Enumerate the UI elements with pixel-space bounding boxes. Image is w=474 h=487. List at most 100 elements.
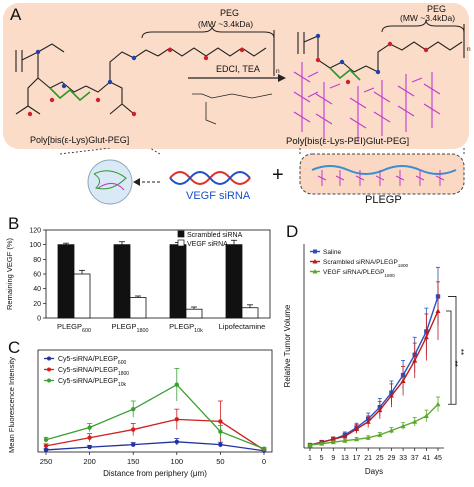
- left-peg-label: PEG: [220, 8, 240, 18]
- x-tick-label: 9: [331, 455, 335, 462]
- panel-b-letter: B: [8, 214, 20, 233]
- significance-bracket-outer: [448, 296, 457, 405]
- x-tick-label: PLEGP600: [57, 322, 91, 334]
- x-tick-label: 41: [422, 455, 430, 462]
- data-point: [87, 435, 92, 440]
- plegp-box: [299, 153, 465, 195]
- chart-b: 0 20 40 60 80 100 120 Remaining VEGF (%) PLEGP60…: [5, 228, 271, 334]
- chart-d: 1 5 9 13 17 21 25 29 33 37 41 45 Days Relative Tumor …: [283, 244, 465, 476]
- data-point: [400, 423, 406, 429]
- legend-marker: [312, 269, 318, 274]
- series-line: [309, 296, 439, 446]
- data-point: [43, 437, 49, 442]
- y-axis-label: Relative Tumor Volume: [283, 304, 292, 387]
- y-axis-label: Mean Fluorescence Intensity: [7, 357, 16, 453]
- x-tick-label: 33: [399, 455, 407, 462]
- bar: [241, 307, 259, 319]
- y-axis-label: Remaining VEGF (%): [5, 237, 14, 310]
- series-line: [45, 383, 265, 450]
- y-tick-label: 120: [29, 228, 41, 235]
- x-tick-label: 25: [376, 455, 384, 462]
- panel-a-letter: A: [10, 5, 22, 24]
- series-line: [309, 310, 439, 446]
- x-tick-label: 0: [262, 457, 266, 466]
- legend-marker: [313, 249, 317, 254]
- x-tick-label: 5: [320, 455, 324, 462]
- bar: [225, 244, 243, 319]
- plus-sign: +: [272, 164, 284, 186]
- panel-a: A PEG (MW ~3.4kDa) PEG (MW ~3.4kDa) EDCI…: [2, 2, 471, 152]
- legend-label: VEGF siRNA/PLEGP1800: [323, 269, 395, 278]
- legend-marker: [312, 259, 318, 264]
- right-polymer-green-linker: [329, 67, 361, 81]
- data-point: [87, 425, 92, 430]
- legend-swatch: [177, 239, 185, 247]
- data-point: [412, 357, 418, 363]
- legend-label: Cy5-siRNA/PLEGP10k: [58, 378, 127, 388]
- pei-reagent-sketch: [192, 93, 273, 125]
- data-point: [365, 419, 371, 424]
- data-point: [131, 406, 136, 412]
- legend-label: Scrambled siRNA/PLEGP1800: [323, 259, 409, 268]
- left-peg-brace: [141, 25, 275, 39]
- data-point: [131, 427, 136, 432]
- x-tick-label: 29: [388, 455, 396, 462]
- y-tick-label: 40: [33, 286, 41, 293]
- bar: [169, 244, 187, 319]
- x-axis-label: Distance from periphery (μm): [103, 469, 207, 478]
- right-peg-label: PEG: [427, 4, 447, 14]
- data-point: [218, 429, 223, 434]
- x-tick-label: 17: [353, 455, 361, 462]
- data-point: [174, 382, 179, 387]
- y-tick-label: 60: [33, 272, 41, 279]
- legend-label: Cy5-siRNA/PLEGP600: [58, 356, 127, 366]
- bar: [73, 273, 91, 319]
- y-tick-label: 20: [33, 301, 41, 308]
- data-point: [174, 439, 179, 444]
- x-tick-label: 37: [411, 455, 419, 462]
- nanoparticle-icon: [87, 159, 133, 205]
- data-point: [412, 419, 418, 424]
- sirna-label: VEGF siRNA: [186, 190, 251, 202]
- y-tick-label: 80: [33, 257, 41, 264]
- data-point: [377, 407, 383, 413]
- data-point: [342, 433, 348, 439]
- x-tick-label: Lipofectamine: [219, 322, 266, 331]
- data-point: [261, 446, 267, 451]
- legend-marker: [47, 378, 51, 383]
- left-peg-mw: (MW ~3.4kDa): [198, 19, 254, 29]
- x-tick-label: 250: [40, 457, 53, 466]
- significance-bracket-inner: [446, 310, 452, 405]
- significance-mark: **: [450, 361, 459, 367]
- legend-label: VEGF siRNA: [187, 241, 228, 248]
- left-polymer-name: Poly[bis(ε-Lys)Glut-PEG]: [30, 135, 130, 145]
- bar: [57, 244, 75, 319]
- legend-marker: [47, 367, 51, 372]
- plegp-label: PLEGP: [365, 194, 402, 206]
- data-point: [400, 378, 406, 383]
- left-polymer-green-linker: [49, 87, 91, 102]
- x-tick-label: 200: [83, 457, 96, 466]
- left-repeat-n: n: [276, 68, 280, 75]
- data-point: [330, 436, 336, 442]
- right-polymer-name: Poly[bis(ε-Lys-PEI)Glut-PEG]: [286, 136, 410, 147]
- assembly-row: VEGF siRNA + PLEGP: [0, 147, 474, 208]
- panel-c-letter: C: [8, 338, 21, 357]
- data-point: [423, 413, 429, 418]
- x-tick-label: 1: [308, 455, 312, 462]
- right-peg-brace: [381, 19, 465, 33]
- data-point: [435, 308, 441, 314]
- right-polymer-red-oxygens: [315, 41, 429, 85]
- data-point: [435, 401, 441, 407]
- panel-d-letter: D: [286, 222, 299, 241]
- data-point: [43, 443, 49, 449]
- data-point: [365, 435, 371, 440]
- x-axis-label: Days: [365, 467, 383, 476]
- left-polymer-structure: [15, 30, 275, 115]
- x-tick-label: 50: [216, 457, 224, 466]
- data-point: [354, 426, 360, 432]
- chart-c: 250 200 150 100 50 0 Distance from periphery (…: [7, 349, 273, 478]
- bar: [113, 244, 131, 319]
- assembly-graphics: [59, 147, 465, 205]
- panel-a-background: [3, 3, 469, 149]
